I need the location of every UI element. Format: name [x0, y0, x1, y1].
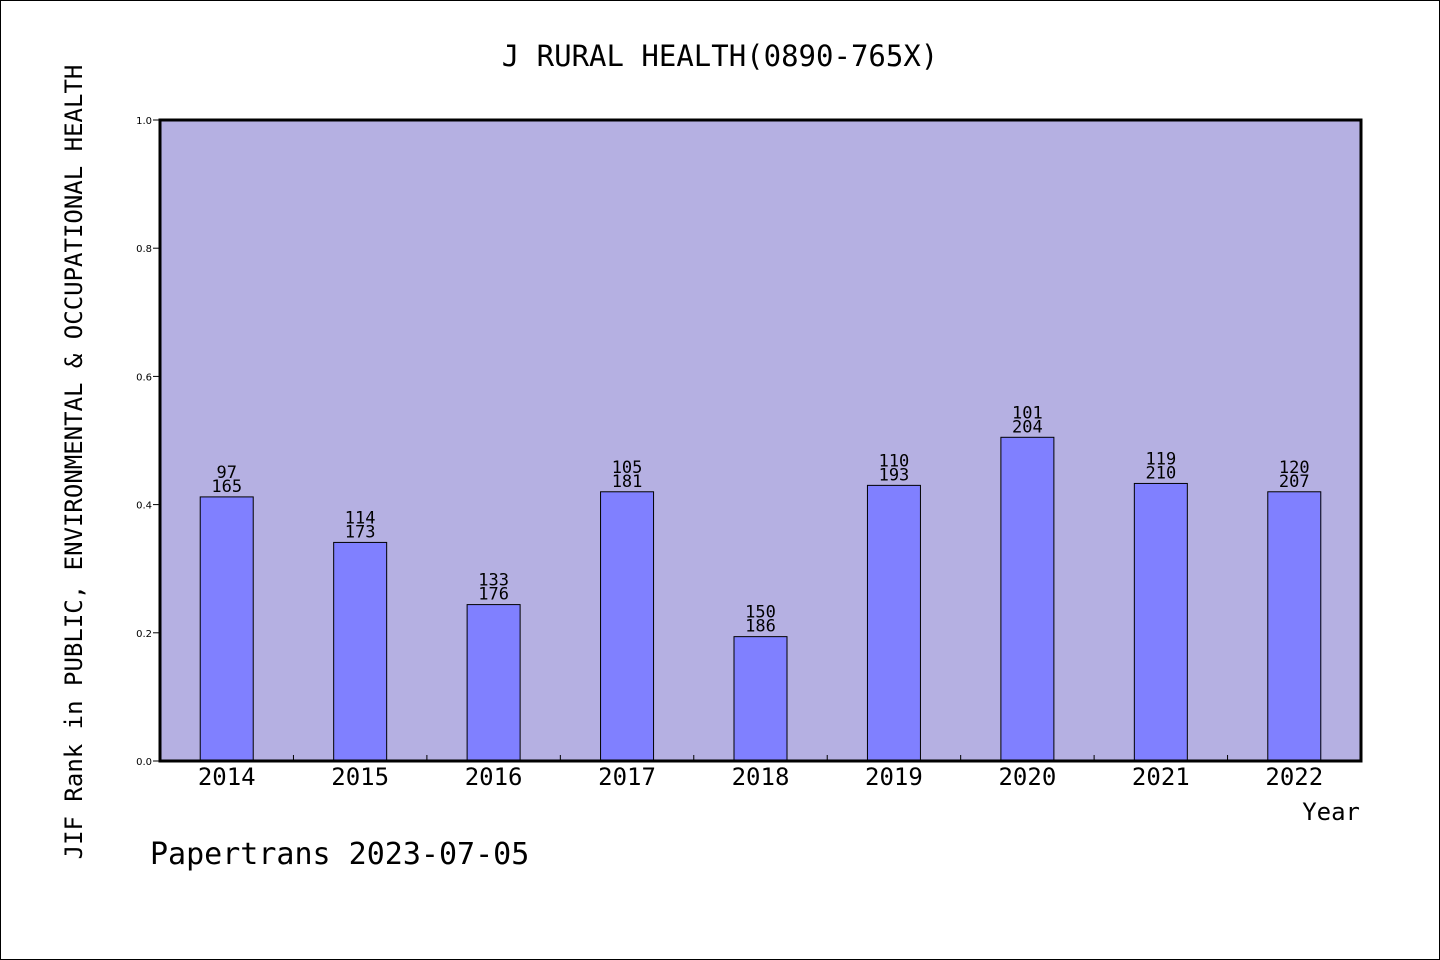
bar-2021 — [1133, 482, 1188, 762]
bar-rank-label: 119 — [1145, 449, 1176, 469]
y-tick-label: 0.2 — [136, 629, 152, 640]
x-tick-label: 2015 — [331, 763, 389, 791]
bars: 9716511417313317610518115018611019310120… — [199, 403, 1322, 762]
bar-rank-label: 114 — [345, 508, 376, 528]
bar-rank-label: 101 — [1012, 403, 1043, 423]
x-tick-label: 2017 — [598, 763, 656, 791]
bar-rank-label: 133 — [478, 571, 509, 591]
y-tick-label: 0.0 — [136, 757, 152, 768]
y-tick-label: 0.6 — [136, 372, 152, 383]
bar-rank-label: 110 — [879, 451, 910, 471]
x-tick-label: 2016 — [465, 763, 523, 791]
bar-total-label: 210 — [1145, 463, 1176, 483]
x-tick-label: 2020 — [998, 763, 1056, 791]
bar-rank-label: 97 — [216, 463, 236, 483]
x-tick-label: 2019 — [865, 763, 923, 791]
x-tick-label: 2014 — [198, 763, 256, 791]
bar-total-label: 176 — [478, 585, 509, 605]
bar-total-label: 193 — [879, 465, 910, 485]
y-axis-label: JIF Rank in PUBLIC, ENVIRONMENTAL & OCCU… — [60, 65, 88, 860]
bar-2022 — [1267, 491, 1322, 762]
bar-2020 — [1000, 436, 1055, 762]
bar-2016 — [466, 604, 521, 762]
bar-2015 — [333, 541, 388, 762]
bar-total-label: 181 — [612, 472, 643, 492]
bar-total-label: 207 — [1279, 472, 1310, 492]
bar-2018 — [733, 636, 788, 762]
x-axis: 2014 2015 2016 2017 2018 2019 2020 2021 2022 — [198, 755, 1323, 791]
bar-total-label: 204 — [1012, 417, 1043, 437]
y-tick-label: 0.8 — [136, 244, 152, 255]
bar-2014 — [199, 496, 254, 762]
bar-rank-label: 150 — [745, 603, 776, 623]
x-tick-label: 2022 — [1265, 763, 1323, 791]
bar-total-label: 165 — [211, 477, 242, 497]
x-axis-label: Year — [1302, 798, 1360, 826]
bar-rank-label: 105 — [612, 458, 643, 478]
bar-total-label: 173 — [345, 522, 376, 542]
y-tick-label: 0.4 — [136, 501, 152, 512]
y-axis: 0.0 0.2 0.4 0.6 0.8 1.0 — [136, 116, 160, 768]
footer-credit: Papertrans 2023-07-05 — [150, 837, 529, 872]
bar-2019 — [866, 484, 921, 762]
bar-total-label: 186 — [745, 617, 776, 637]
bar-2017 — [600, 491, 655, 762]
bar-rank-label: 120 — [1279, 458, 1310, 478]
x-tick-label: 2021 — [1132, 763, 1190, 791]
plot-border — [158, 118, 1363, 763]
y-tick-label: 1.0 — [136, 116, 152, 127]
x-tick-label: 2018 — [732, 763, 790, 791]
chart-title: J RURAL HEALTH(0890-765X) — [502, 39, 939, 73]
